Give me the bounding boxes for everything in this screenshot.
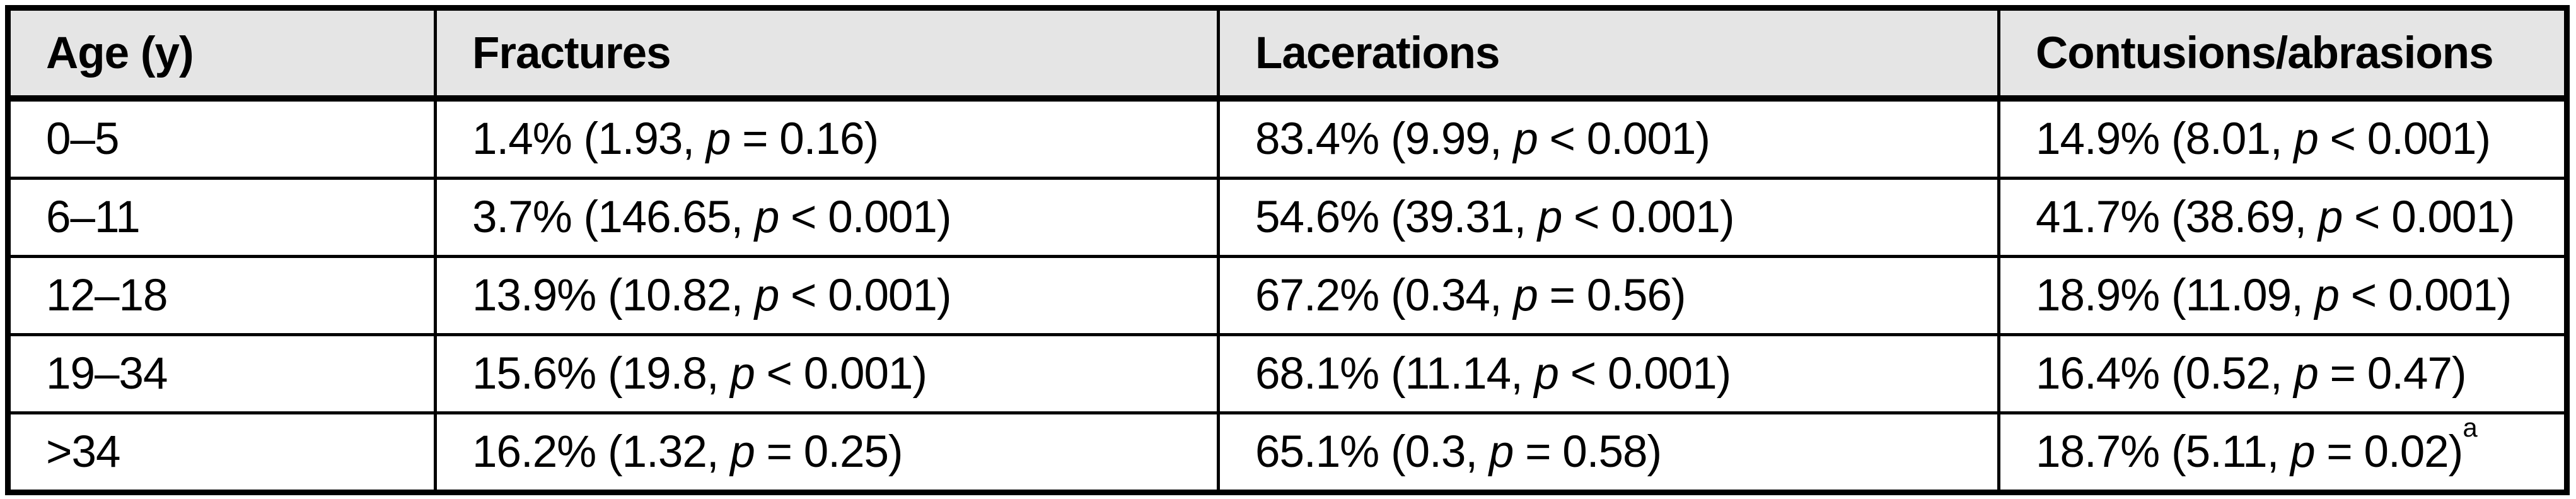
table-row: 6–11 3.7% (146.65, p < 0.001) 54.6% (39.31… (6, 177, 2568, 258)
injury-by-age-table-container: Age (y) Fractures Lacerations Contusions… (5, 5, 2570, 495)
age-cell: 19–34 (6, 333, 437, 414)
value-text-before: 67.2% (0.34, (1255, 271, 1514, 320)
p-symbol: p (730, 427, 755, 477)
value-text-before: 15.6% (19.8, (472, 349, 731, 399)
table-row: 12–18 13.9% (10.82, p < 0.001) 67.2% (0.34… (6, 255, 2568, 336)
value-text-before: 65.1% (0.3, (1255, 427, 1489, 477)
value-text-before: 1.4% (1.93, (472, 114, 706, 164)
p-symbol: p (2294, 114, 2318, 164)
value-text-after: < 0.001) (779, 271, 952, 320)
p-symbol: p (2290, 427, 2315, 477)
value-cell: 3.7% (146.65, p < 0.001) (434, 177, 1220, 258)
value-text-after: < 0.001) (1537, 114, 1711, 164)
p-symbol: p (2318, 192, 2343, 242)
age-cell: 6–11 (6, 177, 437, 258)
p-symbol: p (2314, 271, 2340, 320)
value-text-before: 83.4% (9.99, (1255, 114, 1514, 164)
column-header-contusions-abrasions: Contusions/abrasions (1997, 6, 2568, 102)
value-text-after: < 0.001) (2318, 114, 2492, 164)
table-row: 19–34 15.6% (19.8, p < 0.001) 68.1% (11.14… (6, 333, 2568, 414)
value-cell: 41.7% (38.69, p < 0.001) (1997, 177, 2568, 258)
value-text-before: 13.9% (10.82, (472, 271, 755, 320)
value-text-after: < 0.001) (2339, 271, 2512, 320)
value-text-after: = 0.25) (754, 427, 903, 477)
value-text-after: = 0.58) (1513, 427, 1662, 477)
p-symbol: p (1537, 192, 1562, 242)
value-text-before: 68.1% (11.14, (1255, 349, 1535, 399)
value-cell: 18.7% (5.11, p = 0.02)a (1997, 411, 2568, 494)
value-cell: 54.6% (39.31, p < 0.001) (1217, 177, 2000, 258)
value-text-before: 18.7% (5.11, (2036, 427, 2291, 477)
value-text-before: 18.9% (11.09, (2036, 271, 2315, 320)
table-header: Age (y) Fractures Lacerations Contusions… (6, 6, 2568, 102)
value-text-before: 3.7% (146.65, (472, 192, 755, 242)
age-cell: 0–5 (6, 97, 437, 180)
age-cell: >34 (6, 411, 437, 494)
value-text-after: < 0.001) (1558, 349, 1732, 399)
header-row: Age (y) Fractures Lacerations Contusions… (6, 6, 2568, 102)
value-cell: 16.4% (0.52, p = 0.47) (1997, 333, 2568, 414)
value-cell: 1.4% (1.93, p = 0.16) (434, 97, 1220, 180)
value-text-after: < 0.001) (754, 349, 928, 399)
value-cell: 16.2% (1.32, p = 0.25) (434, 411, 1220, 494)
p-symbol: p (730, 349, 755, 399)
value-text-before: 16.4% (0.52, (2036, 349, 2294, 399)
value-text-after: = 0.47) (2318, 349, 2467, 399)
column-header-age: Age (y) (6, 6, 437, 102)
column-header-lacerations: Lacerations (1217, 6, 2000, 102)
value-text-before: 41.7% (38.69, (2036, 192, 2318, 242)
value-cell: 68.1% (11.14, p < 0.001) (1217, 333, 2000, 414)
injury-by-age-table: Age (y) Fractures Lacerations Contusions… (5, 5, 2570, 495)
footnote-marker: a (2463, 413, 2478, 443)
value-text-after: = 0.02) (2314, 427, 2463, 477)
p-symbol: p (1488, 427, 1514, 477)
table-body: 0–5 1.4% (1.93, p = 0.16) 83.4% (9.99, p <… (6, 97, 2568, 494)
column-header-fractures: Fractures (434, 6, 1220, 102)
p-symbol: p (1513, 114, 1538, 164)
p-symbol: p (1513, 271, 1538, 320)
value-cell: 65.1% (0.3, p = 0.58) (1217, 411, 2000, 494)
p-symbol: p (754, 271, 779, 320)
value-text-after: < 0.001) (779, 192, 952, 242)
age-cell: 12–18 (6, 255, 437, 336)
p-symbol: p (754, 192, 779, 242)
table-row: >34 16.2% (1.32, p = 0.25) 65.1% (0.3, p =… (6, 411, 2568, 494)
p-symbol: p (705, 114, 731, 164)
value-cell: 15.6% (19.8, p < 0.001) (434, 333, 1220, 414)
value-cell: 18.9% (11.09, p < 0.001) (1997, 255, 2568, 336)
value-cell: 14.9% (8.01, p < 0.001) (1997, 97, 2568, 180)
table-row: 0–5 1.4% (1.93, p = 0.16) 83.4% (9.99, p <… (6, 97, 2568, 180)
value-cell: 83.4% (9.99, p < 0.001) (1217, 97, 2000, 180)
value-text-before: 16.2% (1.32, (472, 427, 731, 477)
value-text-after: < 0.001) (1562, 192, 1735, 242)
value-text-before: 14.9% (8.01, (2036, 114, 2294, 164)
value-text-after: = 0.16) (730, 114, 879, 164)
value-text-after: < 0.001) (2342, 192, 2515, 242)
p-symbol: p (1534, 349, 1559, 399)
value-cell: 13.9% (10.82, p < 0.001) (434, 255, 1220, 336)
value-cell: 67.2% (0.34, p = 0.56) (1217, 255, 2000, 336)
value-text-after: = 0.56) (1537, 271, 1686, 320)
p-symbol: p (2294, 349, 2318, 399)
value-text-before: 54.6% (39.31, (1255, 192, 1538, 242)
